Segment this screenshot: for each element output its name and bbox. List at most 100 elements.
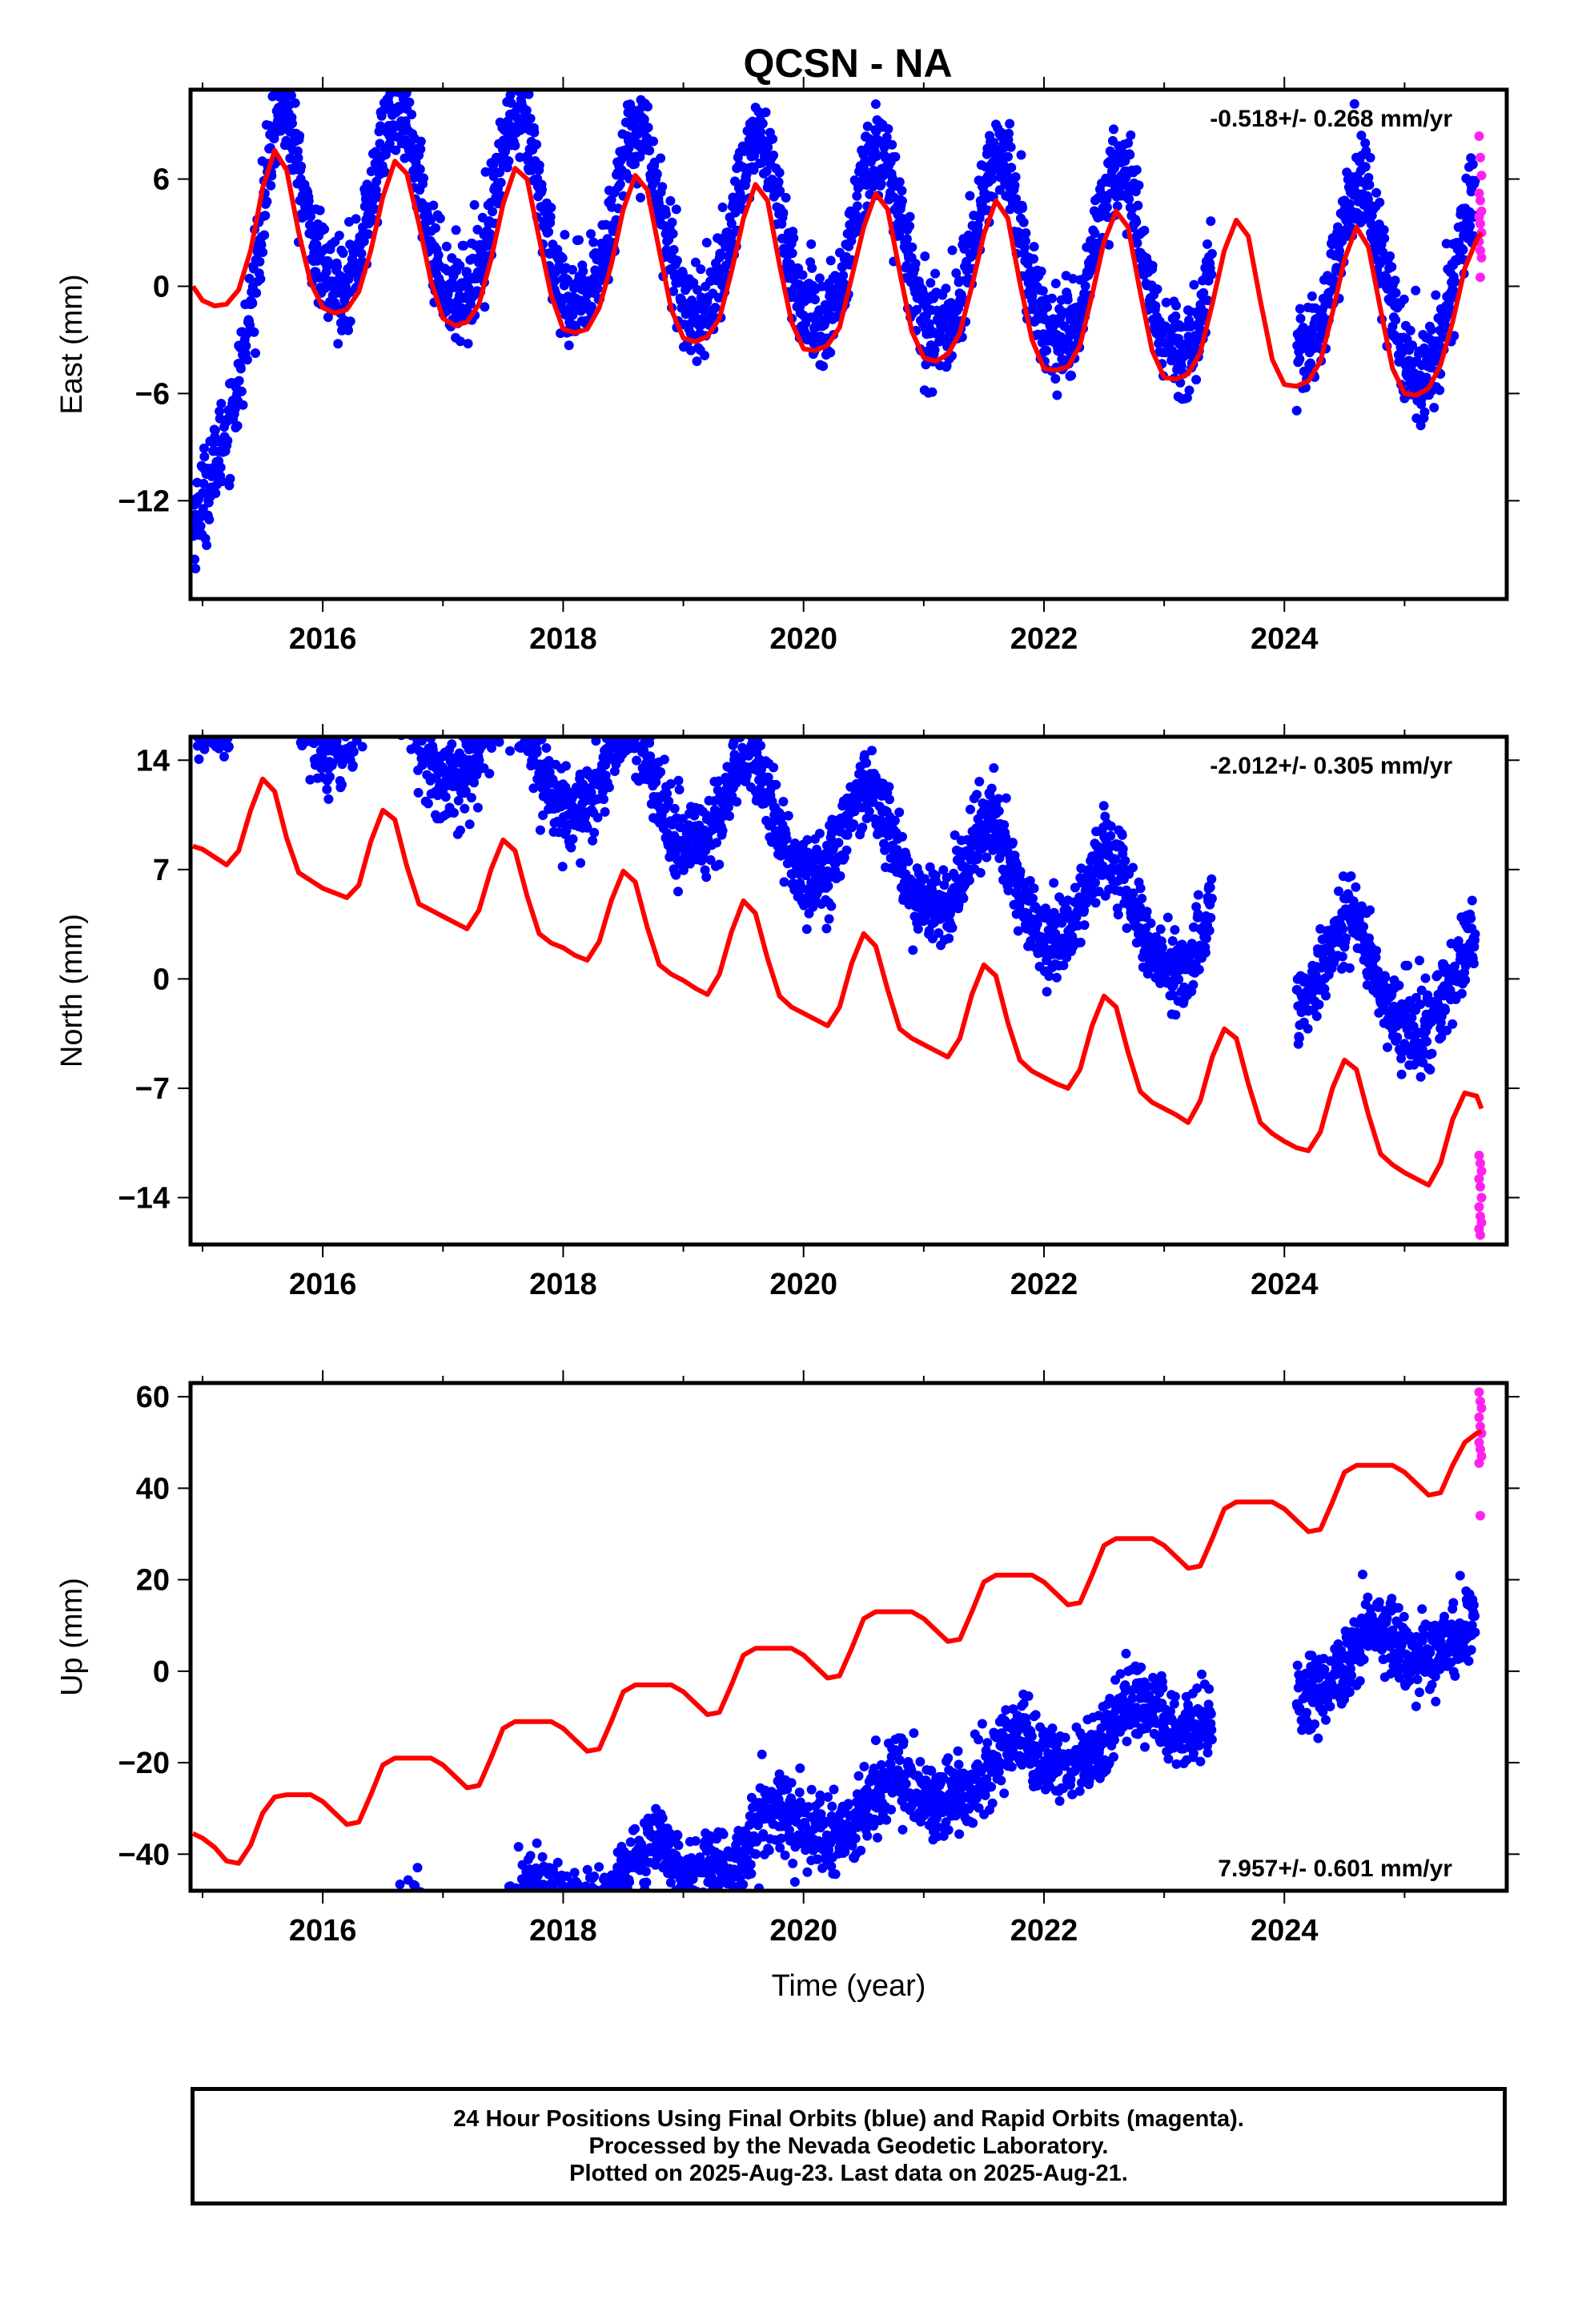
final-point [374,663,383,673]
final-point [522,712,532,722]
final-point [204,700,214,710]
final-point [395,657,404,666]
final-point [471,718,480,728]
final-point [215,413,225,424]
rapid-point [1475,152,1485,163]
final-point [379,167,390,177]
final-point [396,700,405,710]
final-point [348,726,358,735]
final-point [636,714,646,723]
final-point [347,726,357,735]
final-point [191,554,200,565]
final-point [359,694,368,704]
final-point [511,702,520,712]
final-point [485,716,495,726]
final-point [244,640,254,649]
final-point [241,682,251,692]
final-point [881,132,892,143]
final-point [384,139,395,148]
final-point [396,645,406,654]
final-point [901,260,912,271]
final-point [1036,266,1046,276]
final-point [472,802,483,813]
final-point [332,261,343,271]
final-point [275,673,285,682]
final-point [367,650,377,660]
final-point [1387,262,1397,272]
final-point [1295,313,1306,324]
final-point [314,692,323,702]
final-point [396,38,405,48]
final-point [951,268,962,279]
final-point [249,327,259,337]
final-point [195,521,206,531]
final-point [221,688,231,698]
final-point [930,345,940,355]
final-point [383,652,392,661]
final-point [405,695,415,705]
final-point [518,704,528,714]
final-point [343,708,353,718]
final-point [482,702,492,712]
final-point [487,743,496,753]
final-point [209,702,219,712]
final-point [235,364,246,374]
final-point [648,136,658,147]
final-point [351,715,361,725]
final-point [241,340,251,351]
final-point [756,127,766,137]
final-point [905,211,915,222]
final-point [1102,202,1112,212]
final-point [885,794,894,805]
final-point [1411,285,1421,296]
final-point [1360,138,1371,148]
final-point [1378,247,1388,257]
final-point [249,631,259,641]
final-point [245,618,255,628]
final-point [614,723,624,733]
final-point [521,698,531,707]
final-point [199,478,209,489]
final-point [225,718,235,727]
final-point [404,718,413,728]
final-point [275,672,285,682]
final-point [566,842,576,853]
final-point [263,609,272,618]
final-point [1005,119,1015,129]
final-point [402,701,412,710]
final-point [964,875,974,886]
final-point [1010,172,1021,182]
final-point [262,618,271,628]
final-point [394,666,404,676]
final-point [298,677,307,687]
final-point [1171,300,1181,311]
final-point [490,702,500,712]
final-point [195,717,205,726]
final-point [283,697,292,706]
final-point [227,689,236,698]
final-orbit-points [191,609,1480,1082]
final-point [1015,866,1026,877]
final-point [737,195,747,205]
final-point [710,303,721,312]
final-point [385,682,395,692]
final-point [404,698,414,707]
final-point [632,694,641,704]
final-point [416,721,425,730]
final-point [290,660,299,669]
final-point [487,717,496,726]
final-point [605,718,615,728]
final-point [701,872,712,883]
final-point [232,420,243,431]
final-point [515,711,524,721]
model-curve [191,147,1484,398]
final-point [546,203,556,213]
final-point [513,694,523,703]
final-point [257,654,267,664]
final-point [544,227,554,237]
final-point [204,514,215,525]
final-point [1090,898,1101,908]
final-point [223,694,233,704]
final-point [673,887,683,897]
final-point [191,687,201,697]
